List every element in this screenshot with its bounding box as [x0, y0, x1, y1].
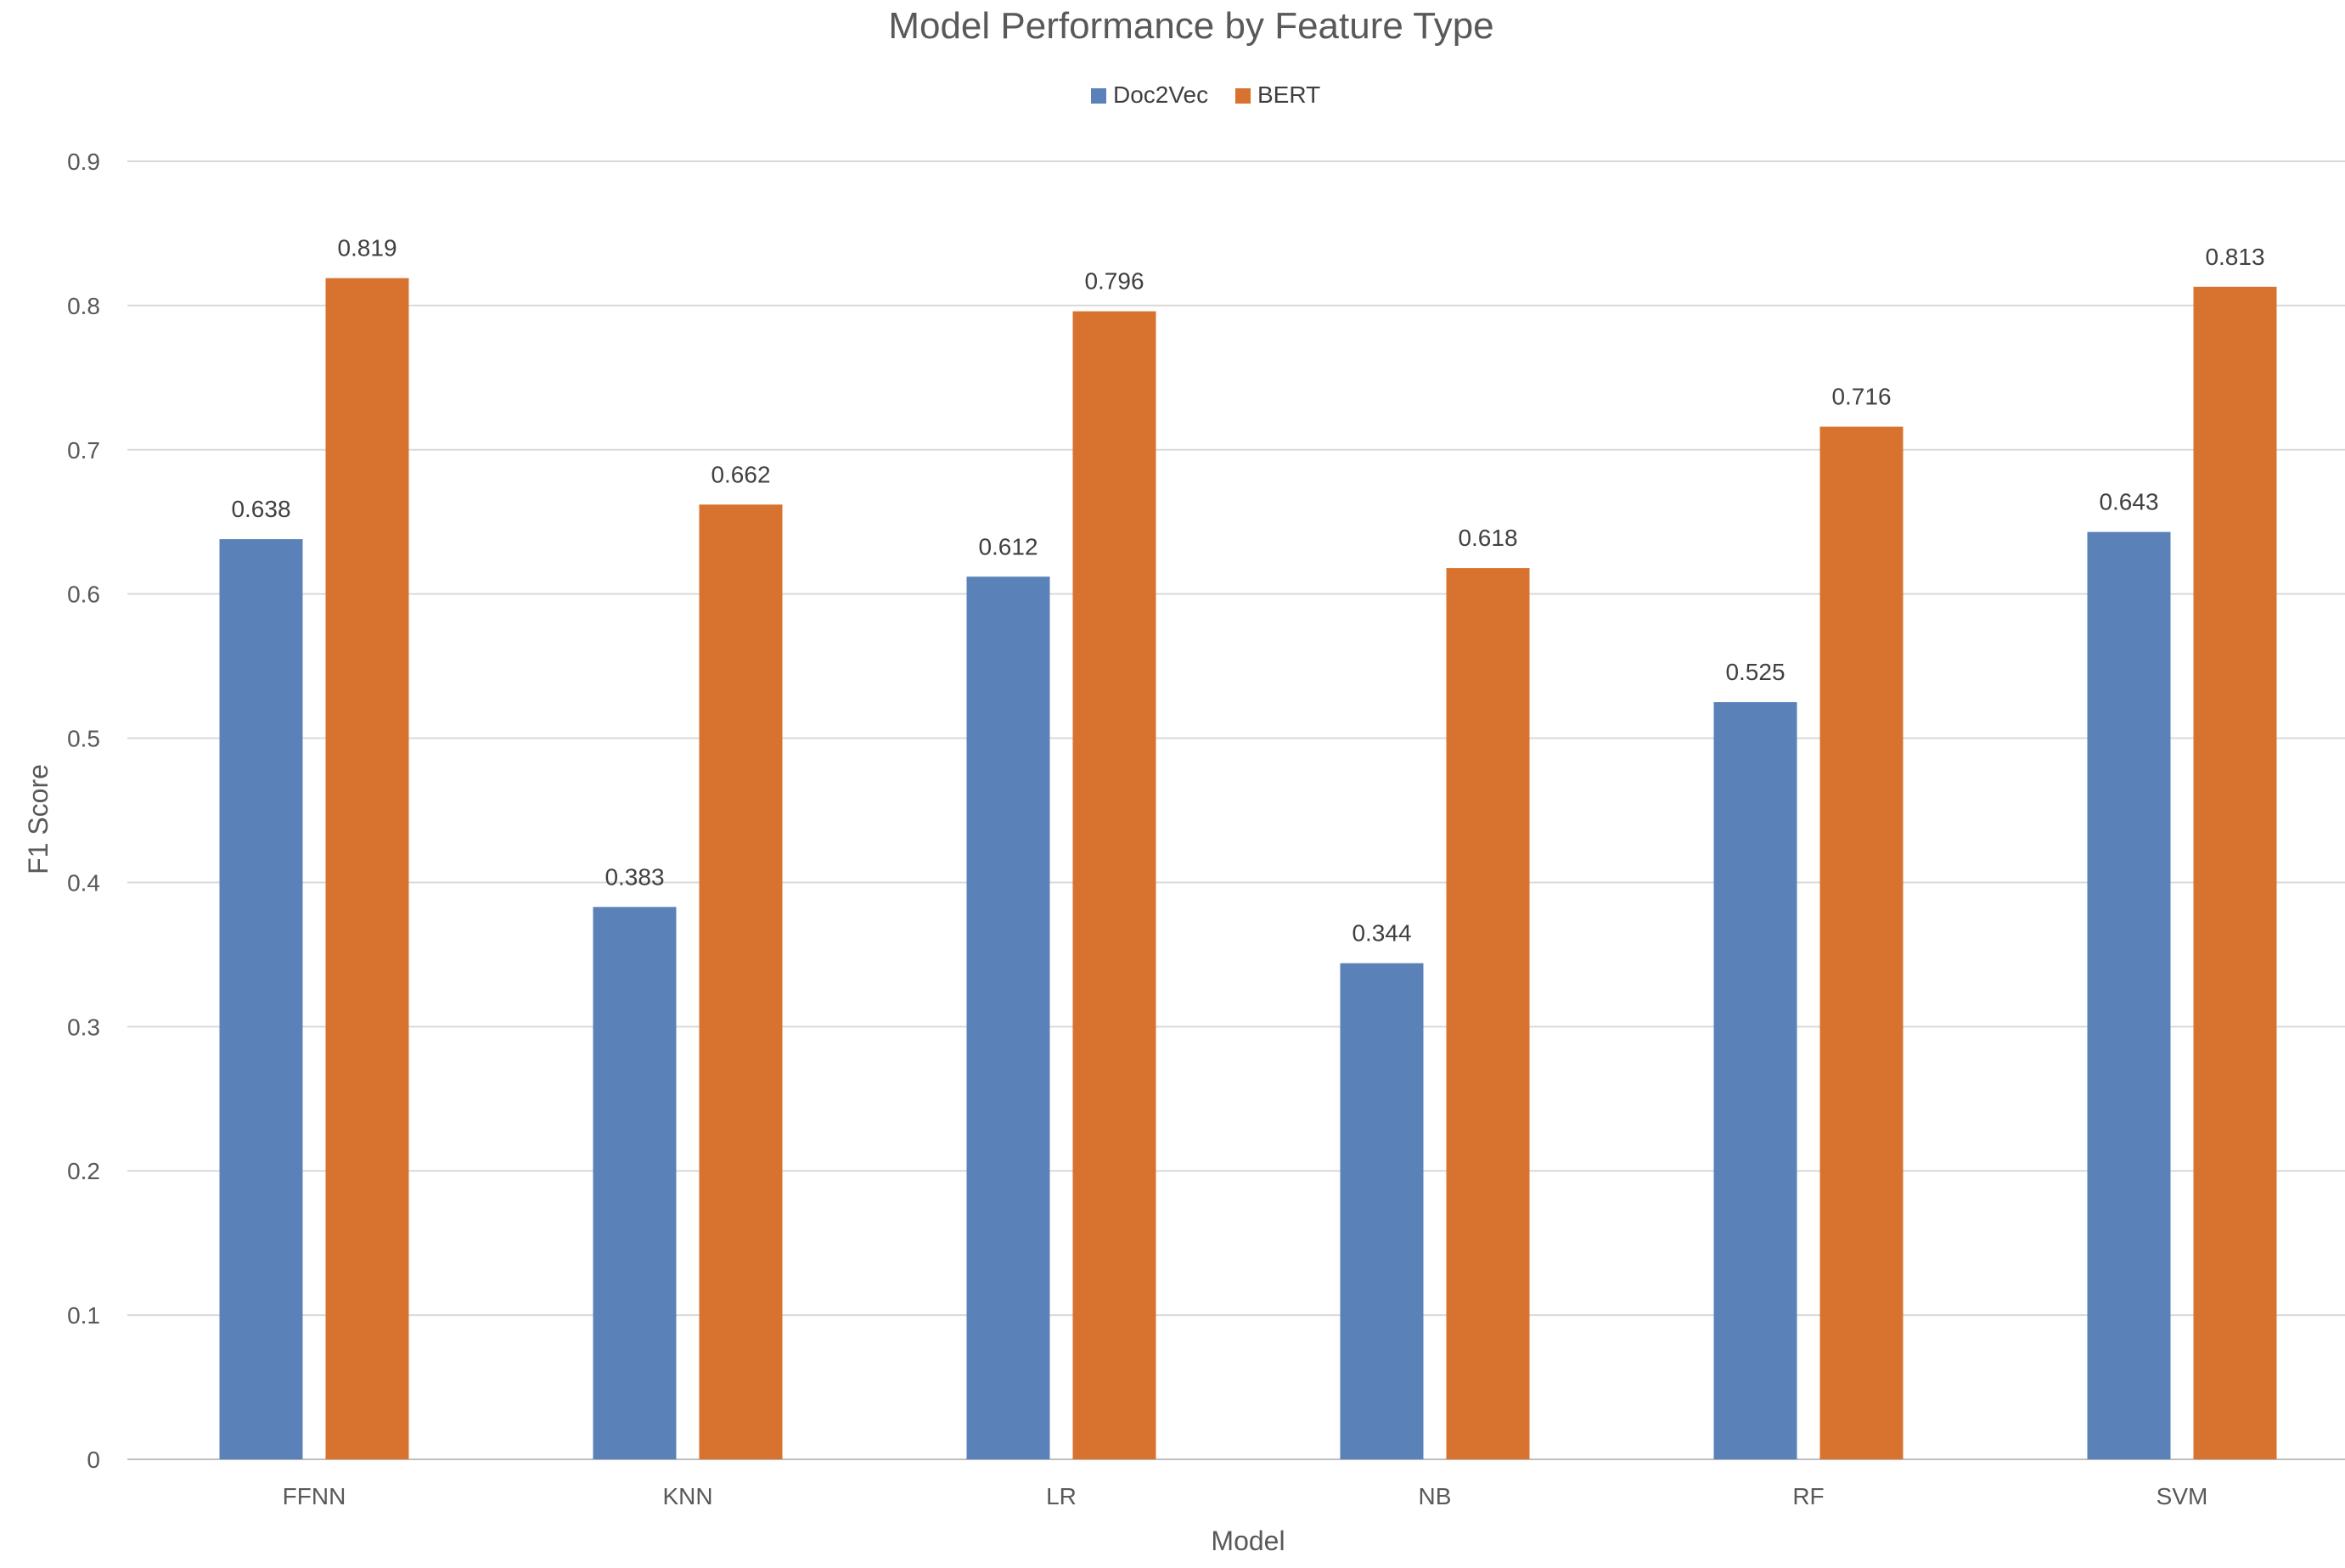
x-tick-label: NB: [1419, 1483, 1452, 1509]
data-label: 0.618: [1458, 525, 1517, 551]
legend-swatch-doc2vec: [1091, 88, 1106, 104]
data-label: 0.796: [1084, 268, 1144, 295]
x-tick-label: FFNN: [283, 1483, 346, 1509]
bar-doc2vec-lr: [966, 576, 1050, 1459]
bar-doc2vec-ffnn: [219, 539, 303, 1459]
x-tick-label: RF: [1792, 1483, 1824, 1509]
bar-doc2vec-knn: [593, 907, 677, 1459]
data-label: 0.813: [2205, 244, 2264, 270]
bar-bert-lr: [1072, 311, 1156, 1459]
bar-bert-rf: [1819, 426, 1904, 1459]
y-tick-label: 0.3: [67, 1014, 100, 1040]
legend: Doc2Vec BERT: [1091, 81, 1320, 108]
bar-doc2vec-svm: [2087, 531, 2171, 1459]
data-label: 0.612: [978, 533, 1038, 559]
y-tick-label: 0: [87, 1447, 100, 1473]
y-tick-label: 0.7: [67, 437, 100, 464]
data-label: 0.638: [231, 496, 290, 522]
data-label: 0.662: [711, 461, 770, 487]
data-label: 0.643: [2099, 489, 2158, 515]
data-label: 0.344: [1352, 920, 1411, 947]
y-axis-ticks: 0 0.1 0.2 0.3 0.4 0.5 0.6 0.7 0.8 0.9: [67, 149, 100, 1473]
bar-bert-knn: [699, 504, 783, 1459]
x-tick-label: KNN: [662, 1483, 712, 1509]
bar-bert-ffnn: [325, 278, 409, 1459]
data-labels: 0.638 0.819 0.383 0.662 0.612 0.796 0.344 0.618…: [231, 235, 2264, 947]
y-tick-label: 0.5: [67, 726, 100, 752]
y-tick-label: 0.4: [67, 869, 100, 896]
data-label: 0.819: [337, 235, 396, 261]
x-axis-title: Model: [1211, 1526, 1285, 1556]
x-axis-ticks: FFNN KNN LR NB RF SVM: [283, 1483, 2208, 1509]
gridlines: [127, 160, 2345, 1460]
y-axis-title: F1 Score: [23, 764, 53, 874]
x-tick-label: LR: [1046, 1483, 1077, 1509]
chart-title: Model Performance by Feature Type: [888, 5, 1493, 47]
y-tick-label: 0.6: [67, 582, 100, 608]
legend-swatch-bert: [1235, 88, 1251, 104]
bar-bert-nb: [1446, 568, 1530, 1459]
y-tick-label: 0.2: [67, 1158, 100, 1184]
y-tick-label: 0.1: [67, 1302, 100, 1329]
y-tick-label: 0.8: [67, 293, 100, 319]
bar-doc2vec-rf: [1713, 702, 1797, 1459]
x-tick-label: SVM: [2157, 1483, 2208, 1509]
bar-bert-svm: [2193, 286, 2277, 1459]
data-label: 0.716: [1831, 384, 1891, 410]
bars: [219, 278, 2277, 1459]
bar-doc2vec-nb: [1340, 963, 1424, 1459]
legend-label: BERT: [1257, 81, 1320, 108]
y-tick-label: 0.9: [67, 149, 100, 175]
data-label: 0.525: [1725, 659, 1785, 685]
data-label: 0.383: [605, 863, 664, 890]
legend-label: Doc2Vec: [1113, 81, 1208, 108]
